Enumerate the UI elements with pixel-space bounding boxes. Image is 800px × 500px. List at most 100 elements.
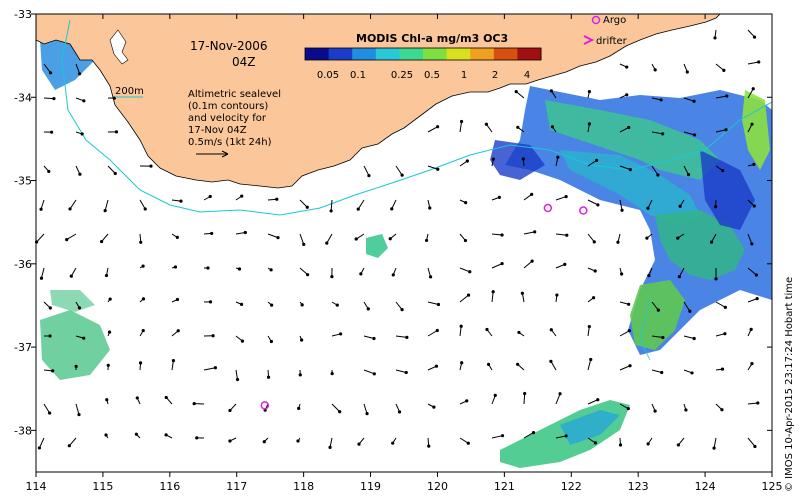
velocity-arrow-head — [523, 391, 527, 396]
velocity-arrow — [619, 330, 630, 337]
velocity-arrow-head — [749, 327, 753, 331]
velocity-arrow-head — [591, 296, 596, 300]
velocity-arrow-head — [750, 122, 754, 126]
velocity-arrow — [66, 233, 77, 241]
credit-text: © IMOS 10-Apr-2015 23:17:24 Hobart time — [784, 277, 795, 492]
velocity-arrow — [683, 165, 689, 175]
x-tick-label: 116 — [159, 480, 180, 493]
velocity-arrow-head — [80, 132, 84, 136]
y-tick-label: -34 — [14, 91, 32, 104]
velocity-arrow-head — [139, 240, 143, 244]
velocity-arrow — [651, 369, 662, 373]
velocity-arrow-head — [47, 169, 51, 174]
velocity-arrow-head — [676, 443, 680, 447]
velocity-arrow-head — [720, 408, 724, 412]
velocity-arrow — [427, 330, 438, 337]
velocity-arrow-head — [208, 194, 212, 199]
velocity-arrow-head — [210, 231, 214, 236]
chlorophyll-layer — [40, 20, 772, 468]
velocity-arrow-head — [647, 274, 651, 278]
velocity-arrow-head — [550, 125, 555, 129]
velocity-arrow-head — [262, 440, 266, 444]
velocity-arrow-head — [388, 237, 392, 241]
velocity-arrow — [427, 126, 438, 133]
velocity-arrow-head — [195, 436, 199, 440]
colorbar-tick-label: 1 — [461, 70, 467, 81]
plot-frame — [35, 13, 773, 473]
velocity-arrow-head — [52, 97, 56, 101]
velocity-arrow — [587, 359, 592, 371]
colorbar-tick-label: 2 — [492, 70, 498, 81]
velocity-arrow — [330, 199, 333, 211]
velocity-arrow-head — [616, 240, 620, 244]
colorbar-swatch — [328, 48, 353, 60]
velocity-arrow-head — [530, 259, 534, 263]
velocity-arrow — [235, 369, 239, 380]
velocity-arrow — [395, 165, 403, 176]
velocity-arrow — [391, 199, 397, 210]
velocity-arrow-head — [428, 275, 433, 279]
velocity-arrow-head — [296, 439, 300, 443]
velocity-arrow-head — [555, 293, 559, 297]
velocity-arrow-head — [723, 332, 727, 336]
bay-inlet — [109, 29, 129, 65]
velocity-arrow-head — [48, 334, 52, 338]
velocity-arrow-head — [298, 373, 302, 377]
velocity-arrow-head — [192, 402, 196, 406]
velocity-arrow-head — [596, 398, 600, 402]
colorbar-swatch — [399, 48, 424, 60]
velocity-arrow-head — [692, 336, 696, 341]
colorbar-swatch — [305, 48, 330, 60]
velocity-arrow-head — [48, 411, 52, 415]
velocity-arrow — [363, 403, 368, 414]
velocity-arrow — [357, 199, 365, 210]
velocity-arrow-head — [141, 297, 146, 301]
velocity-arrow-head — [497, 195, 501, 199]
velocity-arrow-head — [77, 306, 82, 310]
velocity-arrow — [683, 301, 691, 312]
velocity-arrow — [104, 199, 109, 211]
velocity-arrow — [587, 159, 597, 167]
argo-float-marker — [543, 203, 553, 213]
colorbar-swatches — [305, 48, 542, 60]
velocity-arrow — [36, 233, 45, 243]
velocity-arrow — [587, 233, 595, 243]
isobath-label: 200m — [115, 86, 144, 97]
velocity-arrow-head — [436, 125, 440, 129]
velocity-arrow-head — [692, 133, 697, 137]
velocity-arrow-head — [500, 434, 505, 438]
velocity-arrow — [75, 403, 80, 415]
velocity-arrow-head — [400, 308, 404, 312]
velocity-arrow-head — [592, 240, 596, 244]
isobath-200m — [61, 19, 773, 216]
velocity-arrow-head — [104, 433, 108, 437]
velocity-arrow-head — [645, 236, 649, 240]
velocity-arrow — [427, 301, 439, 306]
velocity-arrow-head — [500, 262, 504, 266]
map-date: 17-Nov-2006 — [190, 39, 268, 53]
y-tick-label: -37 — [14, 341, 32, 354]
velocity-arrow-head — [460, 361, 464, 365]
velocity-arrow — [550, 361, 557, 371]
velocity-arrow-head — [676, 236, 680, 240]
velocity-arrow-head — [753, 444, 757, 449]
velocity-arrow — [299, 199, 308, 208]
x-axis: 114 115 116 117 118 119 120 121 122 123 124 125 — [26, 14, 783, 493]
y-tick-label: -35 — [14, 175, 32, 188]
velocity-arrow-head — [240, 339, 245, 343]
velocity-arrow — [43, 403, 51, 414]
velocity-arrow-head — [677, 275, 681, 279]
velocity-arrow-head — [661, 132, 665, 136]
velocity-arrow-head — [491, 290, 495, 294]
velocity-arrow-head — [516, 362, 520, 366]
velocity-arrow-head — [688, 309, 692, 313]
velocity-arrow-head — [108, 297, 112, 301]
velocity-arrow — [459, 121, 463, 133]
velocity-arrow-head — [114, 130, 119, 134]
x-tick-label: 117 — [226, 480, 247, 493]
velocity-arrow-head — [549, 359, 553, 363]
velocity-arrow — [715, 301, 726, 308]
velocity-arrow-head — [484, 122, 489, 126]
velocity-arrow-head — [82, 336, 86, 340]
velocity-arrow — [651, 301, 659, 311]
